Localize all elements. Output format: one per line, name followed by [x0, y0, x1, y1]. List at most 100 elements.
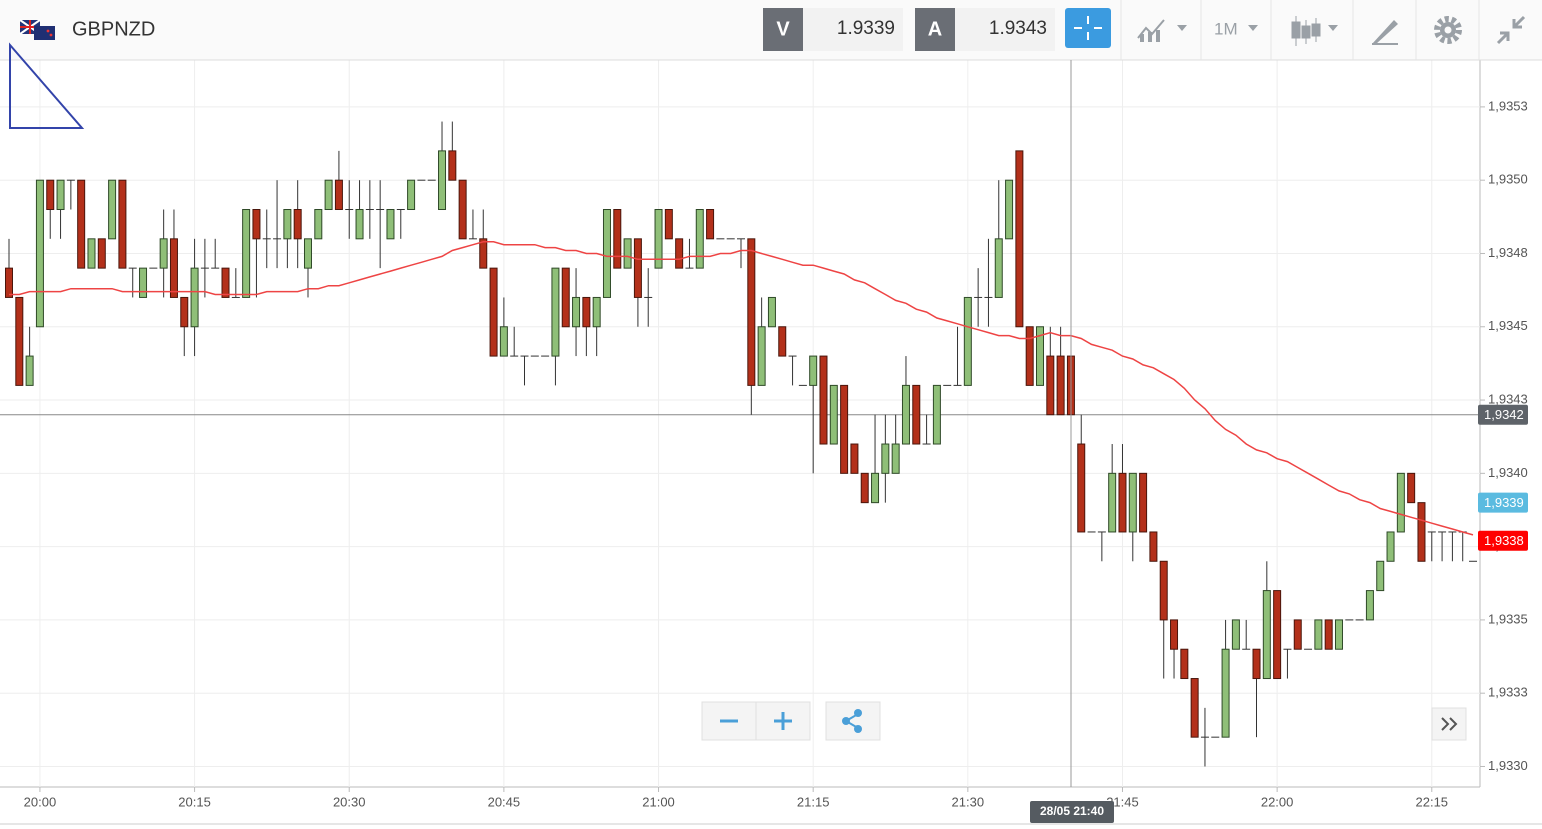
candle-body: [15, 296, 24, 386]
candle-body: [396, 209, 405, 211]
candle-body: [1149, 531, 1158, 562]
candle-body: [922, 443, 931, 445]
candle-body: [602, 209, 611, 298]
candle-body: [850, 443, 859, 474]
scroll-end-button[interactable]: [1431, 707, 1467, 741]
candle-body: [891, 443, 900, 474]
candle-body: [829, 384, 838, 445]
candle-body: [87, 238, 96, 269]
triangle-drawing[interactable]: [9, 42, 85, 129]
candle-body: [1407, 472, 1416, 504]
candle-body: [1252, 648, 1261, 680]
candle-body: [706, 209, 715, 240]
bid-box[interactable]: [803, 8, 903, 51]
candle-body: [757, 326, 766, 386]
price-tag: [1478, 404, 1528, 425]
candle-body: [355, 209, 364, 240]
candle-body: [448, 150, 457, 181]
candle-body: [664, 209, 673, 240]
price-tag-label: 1,9342: [1484, 407, 1524, 422]
settings-button[interactable]: [1434, 16, 1462, 44]
candle-body: [984, 296, 993, 298]
candle-body: [180, 296, 189, 328]
candle-body: [5, 267, 13, 298]
timeframe-button[interactable]: 1M: [1214, 19, 1258, 38]
x-tick-label: 21:15: [797, 794, 830, 809]
candle-body: [912, 384, 921, 445]
candle-body: [1231, 619, 1240, 650]
candle-body: [1355, 619, 1364, 621]
y-tick-label: 1,9350: [1488, 172, 1528, 187]
candle-body: [994, 238, 1003, 298]
candle-body: [324, 179, 333, 211]
candle-body: [479, 238, 488, 269]
candle-body: [788, 355, 797, 357]
candle-body: [1159, 560, 1168, 621]
zoom-in-button[interactable]: [755, 701, 811, 741]
candle-body: [716, 238, 725, 240]
zoom-out-button[interactable]: [701, 701, 757, 741]
candle-body: [840, 384, 849, 474]
candle-body: [726, 238, 735, 240]
candle-body: [365, 209, 374, 211]
candle-body: [1427, 531, 1436, 533]
x-tick-label: 22:15: [1416, 794, 1449, 809]
candle-body: [1211, 736, 1220, 738]
collapse-button[interactable]: [1496, 15, 1526, 45]
candle-body: [1262, 590, 1271, 680]
candle-body: [871, 472, 880, 504]
ask-box[interactable]: [955, 8, 1055, 51]
candle-body: [283, 209, 292, 240]
candle-style-button[interactable]: [1291, 16, 1338, 46]
chart-type-button[interactable]: [1137, 19, 1187, 42]
candle-body: [747, 238, 756, 386]
candle-body: [211, 267, 220, 269]
candle-body: [1304, 648, 1313, 650]
candle-body: [530, 355, 539, 357]
candle-body: [1417, 502, 1426, 562]
candle-body: [314, 209, 323, 240]
flag-icon: [19, 19, 55, 40]
candle-body: [1221, 648, 1230, 738]
x-tick-label: 21:45: [1106, 794, 1139, 809]
candle-body: [56, 179, 65, 211]
candle-body: [128, 267, 137, 269]
y-tick-label: 1,9353: [1488, 98, 1528, 113]
candle-body: [1293, 619, 1302, 650]
candle-body: [417, 179, 426, 181]
candle-body: [953, 384, 962, 386]
crosshair-button[interactable]: [1065, 8, 1111, 48]
candle-body: [149, 267, 158, 269]
candle-body: [1190, 678, 1199, 738]
candle-body: [1200, 736, 1209, 738]
candle-body: [200, 267, 209, 269]
moving-average: [9, 241, 1474, 536]
x-tick-label: 20:15: [178, 794, 211, 809]
candle-body: [798, 384, 807, 386]
share-button[interactable]: [825, 701, 881, 741]
candle-body: [881, 443, 890, 474]
candle-body: [1242, 648, 1251, 650]
candle-body: [860, 472, 869, 504]
crosshair-time-box: [1030, 801, 1114, 823]
candle-body: [386, 209, 395, 240]
candle-body: [46, 179, 55, 211]
candle-body: [499, 326, 508, 357]
y-tick-label: 1,9343: [1488, 391, 1528, 406]
candle-body: [77, 179, 86, 269]
candle-body: [35, 179, 44, 328]
crosshair-time: 28/05 21:40: [1040, 804, 1104, 818]
candle-body: [438, 150, 447, 211]
candle-body: [520, 355, 529, 357]
y-tick-label: 1,9333: [1488, 685, 1528, 700]
candle-body: [1087, 531, 1096, 533]
draw-tool-button[interactable]: [1372, 20, 1398, 45]
candle-body: [778, 326, 787, 357]
candle-body: [97, 238, 106, 269]
candle-body: [376, 209, 385, 211]
y-tick-label: 1,9335: [1488, 611, 1528, 626]
candle-body: [25, 355, 34, 386]
y-tick-label: 1,9340: [1488, 465, 1528, 480]
candle-body: [190, 267, 199, 328]
candle-body: [943, 384, 952, 386]
